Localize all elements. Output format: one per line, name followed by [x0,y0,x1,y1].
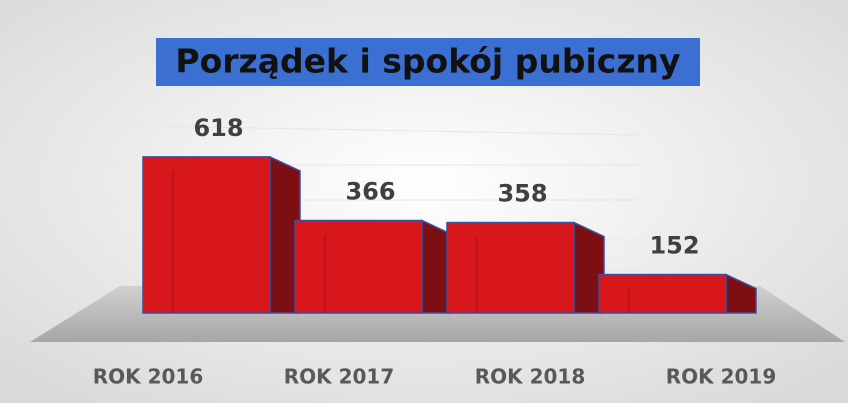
chart-title: Porządek i spokój pubiczny [175,42,680,81]
x-tick-label: ROK 2019 [666,365,777,389]
x-tick-label: ROK 2016 [93,365,204,389]
bar [446,221,575,314]
bar [142,156,271,314]
value-label: 366 [345,178,395,206]
x-tick-label: ROK 2018 [475,365,586,389]
value-label: 358 [497,180,547,208]
title-box [156,38,700,86]
value-label: 152 [649,232,699,260]
bar [598,273,727,314]
value-label: 618 [193,114,243,142]
x-tick-label: ROK 2017 [284,365,395,389]
bar [294,219,423,314]
